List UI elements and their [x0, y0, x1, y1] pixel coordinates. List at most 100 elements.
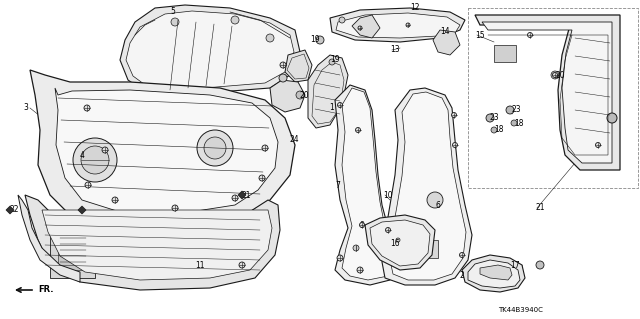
Circle shape — [486, 114, 494, 122]
Polygon shape — [482, 22, 612, 163]
Polygon shape — [433, 30, 460, 55]
Circle shape — [204, 137, 226, 159]
Polygon shape — [342, 88, 392, 280]
Circle shape — [451, 113, 456, 117]
Text: 16: 16 — [390, 239, 399, 248]
Text: 20: 20 — [555, 70, 564, 79]
Text: 5: 5 — [170, 8, 175, 17]
Polygon shape — [78, 206, 86, 214]
Circle shape — [355, 128, 360, 132]
Polygon shape — [330, 8, 465, 42]
Circle shape — [172, 205, 178, 211]
Circle shape — [337, 102, 342, 108]
Text: 23: 23 — [490, 114, 500, 122]
Circle shape — [491, 127, 497, 133]
Text: 1: 1 — [329, 103, 334, 113]
Text: 19: 19 — [310, 35, 320, 44]
Circle shape — [427, 192, 443, 208]
Circle shape — [607, 113, 617, 123]
Circle shape — [296, 91, 304, 99]
Text: 23: 23 — [512, 106, 522, 115]
Text: 7: 7 — [335, 181, 340, 189]
Polygon shape — [370, 220, 430, 266]
Circle shape — [112, 197, 118, 203]
Circle shape — [360, 222, 365, 227]
Circle shape — [551, 71, 559, 79]
Text: 18: 18 — [494, 125, 504, 135]
Polygon shape — [270, 80, 305, 112]
Circle shape — [406, 23, 410, 27]
Circle shape — [511, 120, 517, 126]
Text: 11: 11 — [195, 261, 205, 270]
Text: 12: 12 — [410, 4, 419, 12]
Polygon shape — [418, 240, 438, 258]
Circle shape — [353, 245, 359, 251]
Circle shape — [527, 33, 532, 38]
Circle shape — [280, 62, 286, 68]
Circle shape — [536, 261, 544, 269]
Polygon shape — [58, 235, 88, 270]
Text: 15: 15 — [475, 31, 484, 40]
Circle shape — [385, 227, 390, 233]
Polygon shape — [120, 5, 300, 95]
Polygon shape — [336, 13, 460, 38]
Polygon shape — [335, 85, 395, 285]
Text: 19: 19 — [330, 56, 340, 64]
Polygon shape — [30, 70, 295, 228]
Circle shape — [506, 106, 514, 114]
Polygon shape — [390, 92, 466, 280]
Circle shape — [85, 182, 91, 188]
Polygon shape — [308, 55, 348, 128]
Text: 4: 4 — [80, 151, 85, 160]
Circle shape — [337, 255, 343, 261]
Circle shape — [239, 262, 245, 268]
Circle shape — [73, 138, 117, 182]
Polygon shape — [462, 255, 525, 292]
Polygon shape — [55, 88, 278, 212]
Polygon shape — [475, 15, 620, 170]
Circle shape — [329, 59, 335, 65]
Polygon shape — [238, 191, 246, 199]
Polygon shape — [25, 195, 280, 290]
Text: 14: 14 — [440, 27, 450, 36]
Circle shape — [358, 26, 362, 30]
Circle shape — [452, 143, 458, 147]
Polygon shape — [480, 265, 512, 280]
Circle shape — [171, 18, 179, 26]
Polygon shape — [6, 206, 14, 214]
Text: 21: 21 — [535, 204, 545, 212]
Circle shape — [339, 17, 345, 23]
Circle shape — [316, 36, 324, 44]
Polygon shape — [285, 50, 312, 82]
Text: 20: 20 — [300, 91, 310, 100]
Circle shape — [608, 114, 616, 122]
Polygon shape — [42, 210, 272, 280]
Circle shape — [266, 34, 274, 42]
Circle shape — [81, 146, 109, 174]
Text: 17: 17 — [510, 261, 520, 270]
Circle shape — [232, 195, 238, 201]
Text: 22: 22 — [10, 205, 19, 214]
Text: FR.: FR. — [38, 286, 54, 294]
Polygon shape — [50, 228, 95, 278]
Circle shape — [259, 175, 265, 181]
Circle shape — [595, 143, 600, 147]
Polygon shape — [468, 260, 520, 288]
Polygon shape — [352, 15, 380, 38]
Circle shape — [396, 238, 400, 242]
Polygon shape — [18, 195, 80, 282]
Circle shape — [460, 253, 465, 257]
Polygon shape — [382, 88, 472, 285]
Text: 3: 3 — [23, 103, 28, 113]
Polygon shape — [126, 11, 294, 90]
Text: TK44B3940C: TK44B3940C — [497, 307, 543, 313]
Circle shape — [84, 105, 90, 111]
Circle shape — [231, 16, 239, 24]
Text: 13: 13 — [390, 46, 399, 55]
Text: 18: 18 — [514, 118, 524, 128]
Circle shape — [262, 145, 268, 151]
Text: 9: 9 — [360, 220, 365, 229]
Text: 10: 10 — [383, 190, 392, 199]
Circle shape — [102, 147, 108, 153]
Text: 24: 24 — [290, 136, 300, 145]
